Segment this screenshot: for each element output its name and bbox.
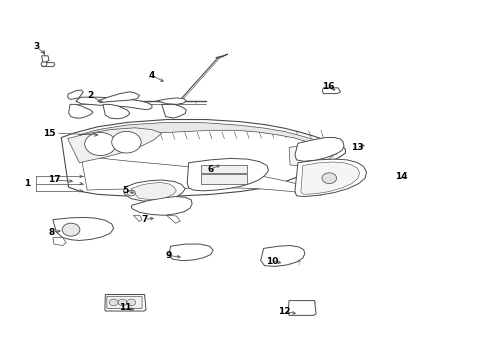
Circle shape	[127, 190, 135, 196]
Text: 5: 5	[122, 186, 128, 195]
Text: 7: 7	[141, 215, 148, 224]
Text: 14: 14	[395, 172, 408, 181]
Polygon shape	[133, 215, 142, 221]
Circle shape	[41, 62, 47, 66]
Circle shape	[109, 299, 118, 306]
Polygon shape	[157, 98, 186, 104]
Text: 12: 12	[278, 307, 291, 316]
Polygon shape	[162, 104, 186, 118]
Polygon shape	[295, 138, 344, 161]
Text: 2: 2	[88, 91, 94, 100]
Polygon shape	[187, 158, 269, 191]
Text: 9: 9	[166, 251, 172, 260]
Polygon shape	[322, 88, 341, 94]
Polygon shape	[131, 183, 176, 199]
Polygon shape	[68, 90, 83, 99]
Text: 16: 16	[322, 82, 335, 91]
Text: 17: 17	[48, 175, 60, 184]
Polygon shape	[261, 246, 305, 266]
Polygon shape	[167, 215, 180, 223]
Polygon shape	[53, 217, 114, 240]
FancyBboxPatch shape	[107, 296, 142, 309]
Polygon shape	[169, 244, 213, 261]
Polygon shape	[53, 238, 66, 246]
Text: 6: 6	[208, 165, 214, 174]
Polygon shape	[42, 56, 49, 63]
Polygon shape	[81, 156, 326, 195]
Polygon shape	[103, 104, 130, 119]
Circle shape	[127, 299, 136, 306]
Text: 1: 1	[24, 179, 30, 188]
Bar	[201, 165, 247, 173]
Text: 11: 11	[119, 303, 131, 312]
Polygon shape	[98, 92, 140, 102]
Polygon shape	[78, 122, 329, 148]
Circle shape	[118, 299, 127, 306]
Bar	[201, 174, 247, 184]
Circle shape	[62, 223, 80, 236]
Polygon shape	[68, 128, 162, 163]
Text: 4: 4	[148, 71, 155, 80]
Polygon shape	[301, 162, 360, 194]
Polygon shape	[216, 54, 228, 58]
Polygon shape	[42, 63, 55, 67]
Text: 8: 8	[49, 228, 54, 237]
Polygon shape	[123, 180, 185, 202]
Polygon shape	[69, 104, 93, 118]
Polygon shape	[288, 301, 316, 315]
Polygon shape	[105, 294, 146, 311]
Polygon shape	[131, 197, 192, 215]
Polygon shape	[76, 97, 152, 110]
Polygon shape	[295, 159, 367, 197]
Text: 15: 15	[43, 129, 55, 138]
Text: 10: 10	[266, 256, 278, 265]
Text: 13: 13	[351, 143, 364, 152]
Text: 3: 3	[34, 42, 40, 51]
Polygon shape	[289, 143, 333, 166]
Circle shape	[322, 173, 337, 184]
Circle shape	[85, 132, 116, 156]
Circle shape	[112, 131, 141, 153]
Polygon shape	[61, 120, 345, 196]
